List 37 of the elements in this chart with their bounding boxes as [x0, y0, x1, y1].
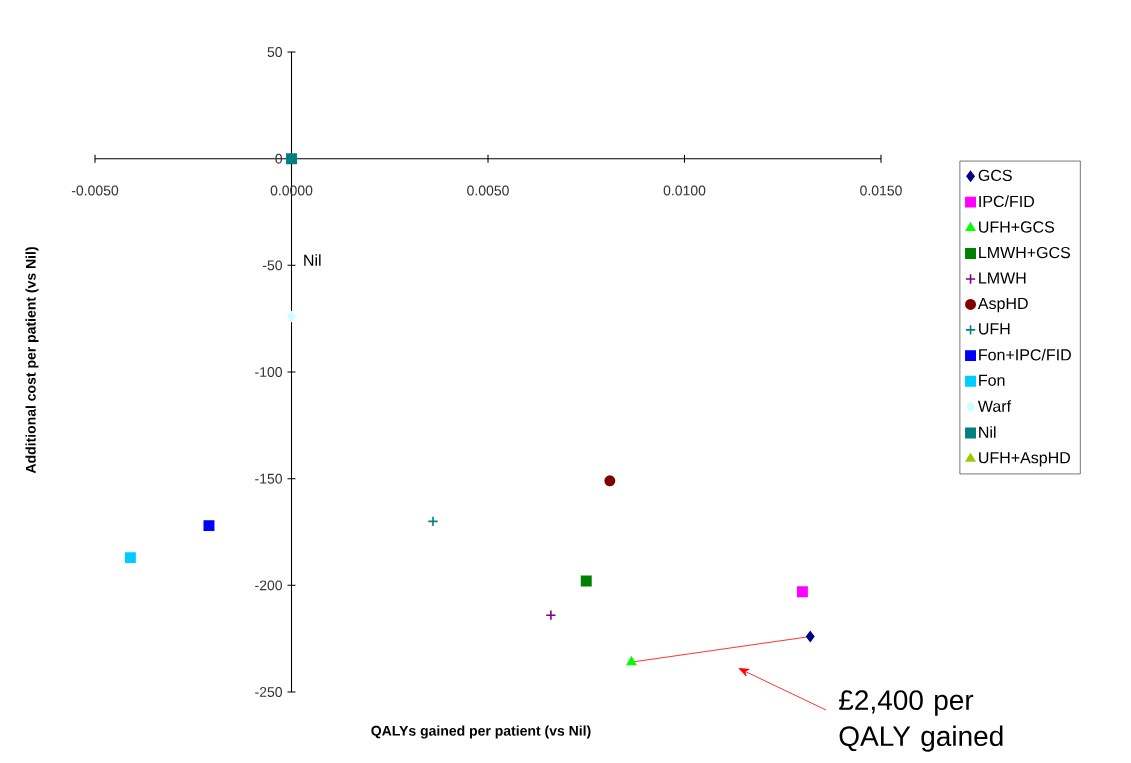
legend-label: AspHD	[977, 297, 1028, 313]
point	[287, 311, 296, 322]
point	[580, 575, 592, 587]
x-tick-label: 0.0050	[467, 185, 509, 196]
annotation: Nil	[304, 254, 321, 266]
x-axis-title: QALYs gained per patient (vs Nil)	[371, 725, 591, 739]
point	[626, 656, 637, 666]
legend-label: Nil	[979, 426, 996, 438]
y-tick-label: -250	[255, 687, 283, 697]
annotation: £2,400 per QALY gained	[839, 690, 1003, 752]
legend-label: UFH	[979, 323, 1010, 335]
point	[796, 586, 808, 598]
legend-label: Fon	[979, 374, 1005, 386]
legend-label: UFH+AspHD	[979, 452, 1071, 467]
legend-label: LMWH+GCS	[979, 246, 1071, 259]
y-tick-label: 50	[267, 47, 283, 57]
point	[124, 552, 136, 564]
point	[286, 153, 297, 165]
point	[545, 609, 557, 621]
legend-label: Warf	[977, 400, 1012, 412]
y-tick-label: -100	[255, 367, 283, 377]
x-tick-label: 0.0100	[663, 185, 706, 196]
y-tick-label: -150	[255, 473, 283, 484]
x-tick-label: 0.0150	[860, 185, 902, 196]
y-axis-title: Additional cost per patient (vs Nil)	[25, 247, 39, 474]
legend-label: GCS	[978, 169, 1012, 182]
y-tick-label: -50	[262, 260, 283, 271]
y-tick-label: -200	[255, 580, 283, 591]
point	[427, 515, 439, 527]
legend-label: LMWH	[979, 272, 1026, 284]
point	[604, 475, 616, 487]
legend-label: Fon+IPC/FID	[979, 348, 1071, 361]
x-tick-label: -0.0050	[71, 185, 119, 196]
point	[805, 631, 815, 642]
point	[203, 520, 215, 532]
legend-label: IPC/FID	[979, 195, 1035, 208]
legend-label: UFH+GCS	[979, 221, 1055, 233]
